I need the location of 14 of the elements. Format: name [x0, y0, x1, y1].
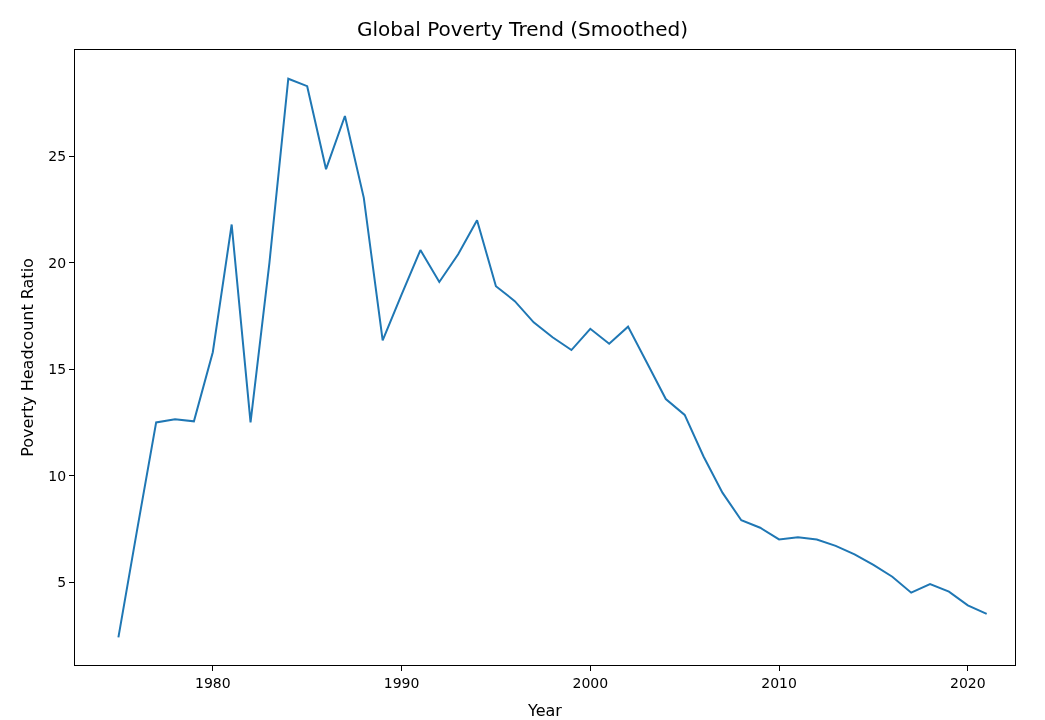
x-tick-label: 1990	[383, 674, 420, 691]
line-series	[117, 77, 988, 639]
y-axis-title: Poverty Headcount Ratio	[18, 258, 37, 457]
y-tick-label: 25	[48, 148, 67, 165]
chart-title: Global Poverty Trend (Smoothed)	[356, 16, 689, 41]
y-tick-label: 5	[57, 573, 67, 590]
y-tick-label: 10	[48, 467, 67, 484]
x-tick-label: 2020	[949, 674, 986, 691]
x-axis-title: Year	[527, 701, 563, 720]
x-tick-label: 1980	[194, 674, 231, 691]
y-tick-label: 15	[48, 361, 67, 378]
x-tick-label: 2000	[572, 674, 609, 691]
x-tick-label: 2010	[761, 674, 797, 691]
y-tick-label: 20	[48, 254, 67, 271]
